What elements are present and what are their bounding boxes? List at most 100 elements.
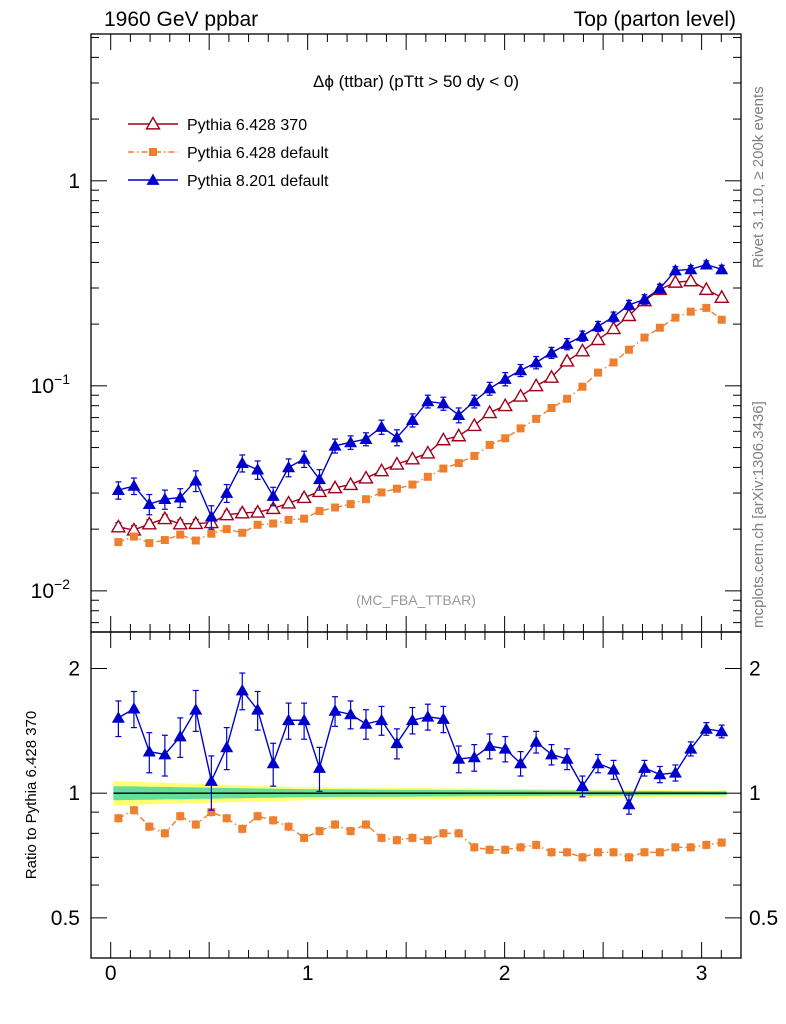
main-data-point [235,456,249,468]
ratio-data-point [297,713,311,726]
main-data-point [390,430,404,443]
ratio-data-point [501,845,510,854]
legend-marker-2 [146,173,160,185]
ratio-data-point [160,829,169,838]
main-data-point [545,346,559,358]
main-data-point [497,397,513,412]
ratio-tick-layer: 2 2 1 1 0.5 0.5 0 1 2 3 [51,632,778,985]
main-data-point [563,394,572,403]
ratio-data-point [235,683,249,696]
ratio-y-axis-label: Ratio to Pythia 6.428 370 [23,711,40,879]
main-data-point [328,439,342,451]
main-data-point [590,331,606,346]
legend-label-0: Pythia 6.428 370 [187,117,307,134]
ratio-data-point [312,761,326,773]
ratio-data-point [715,724,729,737]
ratio-data-point [328,704,342,716]
main-data-point [451,427,467,442]
main-data-point [516,424,525,433]
ratio-y-tick-label-left: 2 [68,658,80,681]
main-data-point [514,363,528,376]
header-level-label: Top (parton level) [573,8,736,31]
main-data-point [296,489,312,504]
ratio-data-point [578,853,587,862]
x-tick-label: 2 [499,962,511,985]
ratio-data-point [253,812,262,821]
ratio-data-point [390,736,404,749]
analysis-watermark: (MC_FBA_TTBAR) [356,592,476,608]
main-data-point [501,434,510,443]
ratio-data-point [563,848,572,857]
ratio-data-point [220,740,234,753]
ratio-data-point [405,713,419,726]
main-data-point [467,394,481,407]
ratio-data-point [439,829,448,838]
ratio-data-point [514,756,528,769]
ratio-data-point [207,808,216,817]
ratio-data-point [222,814,231,823]
main-data-point [532,414,541,423]
main-data-point [157,510,173,525]
main-data-point [331,503,340,512]
ratio-data-point [176,812,185,821]
main-data-point [359,432,373,444]
main-data-point [622,298,636,310]
main-data-point [188,515,204,530]
main-data-point [315,507,324,516]
main-series-line-1 [118,307,723,544]
ratio-data-point [142,745,156,757]
ratio-data-point [498,742,512,754]
main-chart-title: Δϕ (ttbar) (pTtt > 50 dy < 0) [313,72,519,91]
main-data-point [110,519,127,533]
main-data-point [485,440,494,449]
main-data-point [436,397,450,409]
main-data-point [145,539,154,548]
main-data-point [344,435,358,448]
main-data-point [529,355,543,368]
main-data-point [220,486,234,498]
main-data-point [607,310,621,322]
main-data-point [297,452,311,464]
main-data-point [624,345,633,354]
main-series-line-2 [118,263,722,519]
ratio-data-point [591,756,605,769]
legend-marker-0 [145,116,161,130]
main-data-point [129,532,138,541]
main-data-point [717,315,726,324]
ratio-data-point [684,742,698,754]
main-data-point [176,530,185,539]
ratio-data-point [516,843,525,852]
main-data-point [111,483,125,495]
main-data-point [238,528,247,537]
ratio-data-point [191,820,200,829]
ratio-data-point [717,838,726,847]
main-data-point [249,504,266,518]
ratio-series-line-0 [118,809,722,859]
main-data-point [222,525,231,534]
main-data-point [605,320,622,335]
ratio-data-point [158,747,172,760]
main-data-point [251,463,265,475]
x-tick-label: 1 [302,962,314,985]
ratio-panel-frame [90,631,742,959]
main-data-point [421,394,435,407]
main-panel: 110−110−2 Δϕ (ttbar) (pTtt > 50 dy < 0) … [31,33,742,633]
ratio-data-point [547,848,556,857]
main-series-line-0 [118,280,723,531]
main-data-point [172,516,188,530]
main-data-point [284,515,293,524]
ratio-data-layer [111,672,729,862]
ratio-data-point [127,702,141,714]
main-data-point [300,514,309,523]
ratio-data-point [699,722,713,734]
ratio-data-point [671,843,680,852]
main-data-point [481,404,498,419]
main-data-point [575,329,589,341]
main-data-point [609,358,618,367]
ratio-data-point [359,717,373,729]
main-data-point [311,483,328,498]
main-data-point [683,272,699,287]
ratio-data-point [284,822,293,831]
main-data-point [346,500,355,509]
